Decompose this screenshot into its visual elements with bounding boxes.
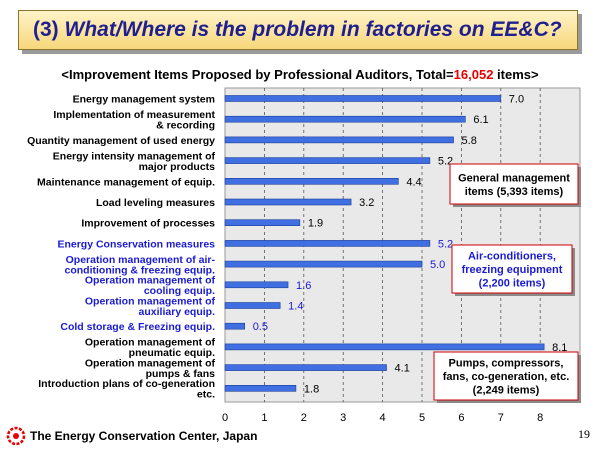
annotation-box — [433, 351, 579, 401]
data-label: 3.2 — [359, 197, 374, 209]
bar — [224, 178, 399, 185]
x-tick-label: 4 — [380, 412, 386, 424]
annotation-box — [451, 244, 573, 294]
category-label: Operation management of air- — [66, 254, 216, 266]
x-tick-label: 2 — [301, 412, 307, 424]
bar — [224, 240, 431, 247]
eccj-logo-icon — [6, 426, 26, 446]
category-label: Operation management of — [85, 275, 216, 287]
data-label: 1.4 — [288, 301, 303, 313]
data-label: 6.1 — [473, 114, 488, 126]
data-label: 4.1 — [395, 363, 410, 375]
category-label: Energy intensity management of — [53, 150, 216, 162]
category-label: Cold storage & Freezing equip. — [60, 321, 215, 333]
data-label: 1.6 — [296, 280, 311, 292]
title-number: (3) — [33, 18, 59, 41]
bar — [224, 115, 466, 123]
category-label: Energy Conservation measures — [57, 238, 215, 250]
annotation-text: General management — [458, 172, 570, 184]
bar — [224, 364, 387, 371]
x-tick-label: 3 — [340, 412, 346, 424]
chart-subtitle: <Improvement Items Proposed by Professio… — [0, 67, 600, 82]
data-label: 1.8 — [304, 383, 319, 395]
data-label: 7.0 — [509, 94, 524, 106]
bar — [224, 281, 289, 289]
bar — [224, 157, 431, 164]
page-title: (3) What/Where is the problem in factori… — [33, 18, 562, 42]
category-label: Quantity management of used energy — [27, 135, 215, 147]
annotation-text: Pumps, compressors, — [449, 358, 564, 370]
bar — [224, 302, 281, 309]
subtitle-total: 16,052 — [453, 67, 494, 82]
category-label: pneumatic equip. — [129, 347, 215, 359]
bar — [224, 136, 454, 144]
subtitle-suffix: items> — [493, 67, 539, 82]
x-tick-label: 0 — [222, 412, 228, 424]
title-banner: (3) What/Where is the problem in factori… — [18, 10, 578, 50]
category-label: Maintenance management of equip. — [37, 176, 215, 188]
category-label: etc. — [197, 389, 215, 401]
bar — [224, 322, 246, 330]
category-label: Implementation of measurement — [53, 109, 215, 121]
bar — [224, 219, 301, 226]
data-label: 5.8 — [462, 135, 477, 147]
category-label: Improvement of processes — [81, 218, 215, 230]
annotation-text: fans, co-generation, etc. — [443, 371, 570, 383]
page-number: 19 — [578, 427, 590, 441]
category-label: Energy management system — [73, 94, 215, 106]
annotation-text: Air-conditioners, — [468, 251, 556, 263]
data-label: 5.2 — [438, 238, 453, 250]
bar — [224, 95, 502, 102]
category-label: cooling equip. — [144, 285, 215, 297]
footer-org: The Energy Conservation Center, Japan — [30, 429, 258, 443]
data-label: 8.1 — [552, 342, 567, 354]
category-label: auxiliary equip. — [139, 306, 216, 318]
category-label: pumps & fans — [146, 368, 216, 380]
annotation-text: (2,200 items) — [479, 278, 546, 290]
data-label: 5.0 — [430, 259, 445, 271]
category-label: Load leveling measures — [96, 197, 215, 209]
x-tick-label: 7 — [498, 412, 504, 424]
data-label: 5.2 — [438, 156, 453, 168]
data-label: 4.4 — [406, 176, 421, 188]
category-label: Operation management of — [85, 357, 216, 369]
annotation-text: freezing equipment — [462, 264, 563, 276]
x-tick-label: 8 — [537, 412, 543, 424]
annotation-box — [449, 163, 579, 205]
category-label: Introduction plans of co-generation — [38, 378, 215, 390]
category-label: & recording — [156, 119, 215, 131]
annotation-text: (2,249 items) — [473, 385, 540, 397]
category-label: Operation management of — [85, 295, 216, 307]
title-text: What/Where is the problem in factories o… — [64, 18, 562, 41]
bar — [224, 384, 297, 392]
bar — [224, 260, 423, 268]
bar — [224, 198, 352, 206]
data-label: 0.5 — [253, 321, 268, 333]
x-tick-label: 1 — [261, 412, 267, 424]
category-label: Operation management of — [85, 337, 216, 349]
data-label: 1.9 — [308, 218, 323, 230]
category-label: conditioning & freezing equip. — [65, 264, 216, 276]
annotation-text: items (5,393 items) — [465, 186, 564, 198]
category-label: major products — [139, 161, 216, 173]
x-tick-label: 5 — [419, 412, 425, 424]
subtitle-prefix: <Improvement Items Proposed by Professio… — [61, 67, 454, 82]
bar — [224, 343, 545, 351]
x-tick-label: 6 — [458, 412, 464, 424]
